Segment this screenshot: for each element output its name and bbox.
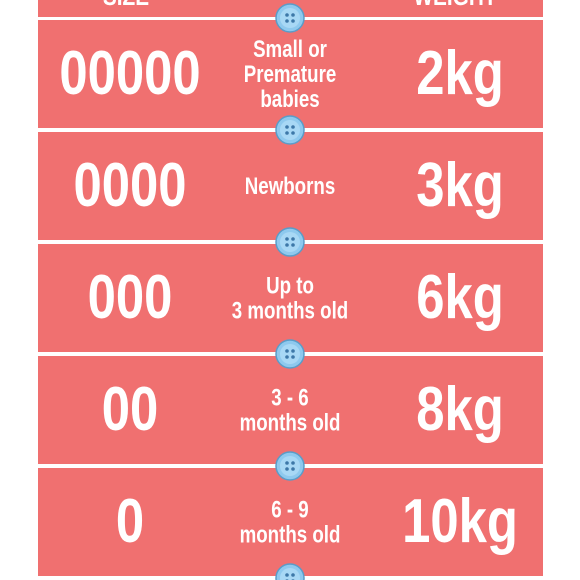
weight-cell-wrap: 10kg [402, 488, 518, 557]
age-line: 3 months old [232, 297, 348, 324]
weight-cell: 6kg [416, 264, 504, 333]
age-line-wrap: 3 months old [232, 297, 348, 324]
button-hole [291, 13, 295, 17]
age-line: Small or [253, 36, 327, 63]
button-hole [285, 467, 289, 471]
header-weight: WEIGHT [413, 0, 497, 10]
button-hole [285, 125, 289, 129]
size-cell: 000 [88, 264, 173, 333]
age-line-wrap: months old [240, 409, 341, 436]
button-hole [291, 237, 295, 241]
age-line: months old [240, 409, 341, 436]
size-cell: 00000 [59, 40, 200, 109]
button-hole [291, 19, 295, 23]
size-cell-wrap: 0000 [73, 152, 186, 221]
button-icon [275, 451, 305, 481]
age-line: 6 - 9 [271, 496, 308, 523]
age-line: Up to [266, 272, 314, 299]
button-face [280, 8, 300, 28]
size-cell: 0 [116, 488, 144, 557]
age-line-wrap: Small or [253, 36, 327, 63]
weight-cell: 2kg [416, 40, 504, 109]
row-band [38, 244, 543, 352]
button-icon [275, 339, 305, 369]
button-face [280, 232, 300, 252]
button-icon [275, 3, 305, 33]
header-size: SIZE [103, 0, 149, 10]
button-hole [291, 131, 295, 135]
row-band [38, 132, 543, 240]
age-line-wrap: months old [240, 521, 341, 548]
age-line-wrap: Newborns [245, 173, 335, 200]
button-hole [291, 355, 295, 359]
button-hole [285, 131, 289, 135]
size-cell-wrap: 00000 [59, 40, 200, 109]
button-hole [291, 467, 295, 471]
button-hole [291, 573, 295, 577]
button-hole [291, 461, 295, 465]
age-line-wrap: Premature [244, 61, 337, 88]
size-cell-wrap: 00 [102, 376, 159, 445]
weight-cell-wrap: 6kg [416, 264, 504, 333]
weight-cell-wrap: 3kg [416, 152, 504, 221]
row-band [38, 20, 543, 128]
age-line: 3 - 6 [271, 384, 308, 411]
age-line: months old [240, 521, 341, 548]
age-line-wrap: babies [260, 86, 319, 113]
age-line: babies [260, 86, 319, 113]
weight-cell: 8kg [416, 376, 504, 445]
button-hole [291, 125, 295, 129]
button-face [280, 344, 300, 364]
button-hole [285, 243, 289, 247]
weight-cell: 10kg [402, 488, 518, 557]
weight-cell-wrap: 2kg [416, 40, 504, 109]
size-cell-wrap: 000 [88, 264, 173, 333]
button-hole [285, 461, 289, 465]
button-face [280, 568, 300, 580]
button-hole [285, 573, 289, 577]
age-line-wrap: 6 - 9 [271, 496, 308, 523]
button-face [280, 120, 300, 140]
row-band [38, 356, 543, 464]
button-hole [285, 349, 289, 353]
size-cell-wrap: 0 [116, 488, 144, 557]
age-line: Premature [244, 61, 337, 88]
size-cell: 00 [102, 376, 159, 445]
button-icon [275, 563, 305, 580]
button-hole [285, 237, 289, 241]
button-icon [275, 115, 305, 145]
row-band [38, 468, 543, 576]
button-icon [275, 227, 305, 257]
weight-cell: 3kg [416, 152, 504, 221]
button-face [280, 456, 300, 476]
header-size-wrap: SIZE [103, 0, 149, 10]
size-cell: 0000 [73, 152, 186, 221]
weight-cell-wrap: 8kg [416, 376, 504, 445]
button-hole [285, 13, 289, 17]
button-hole [291, 243, 295, 247]
header-weight-wrap: WEIGHT [413, 0, 497, 10]
age-line-wrap: Up to [266, 272, 314, 299]
age-line: Newborns [245, 173, 335, 200]
button-hole [291, 349, 295, 353]
button-hole [285, 355, 289, 359]
button-hole [285, 19, 289, 23]
age-line-wrap: 3 - 6 [271, 384, 308, 411]
